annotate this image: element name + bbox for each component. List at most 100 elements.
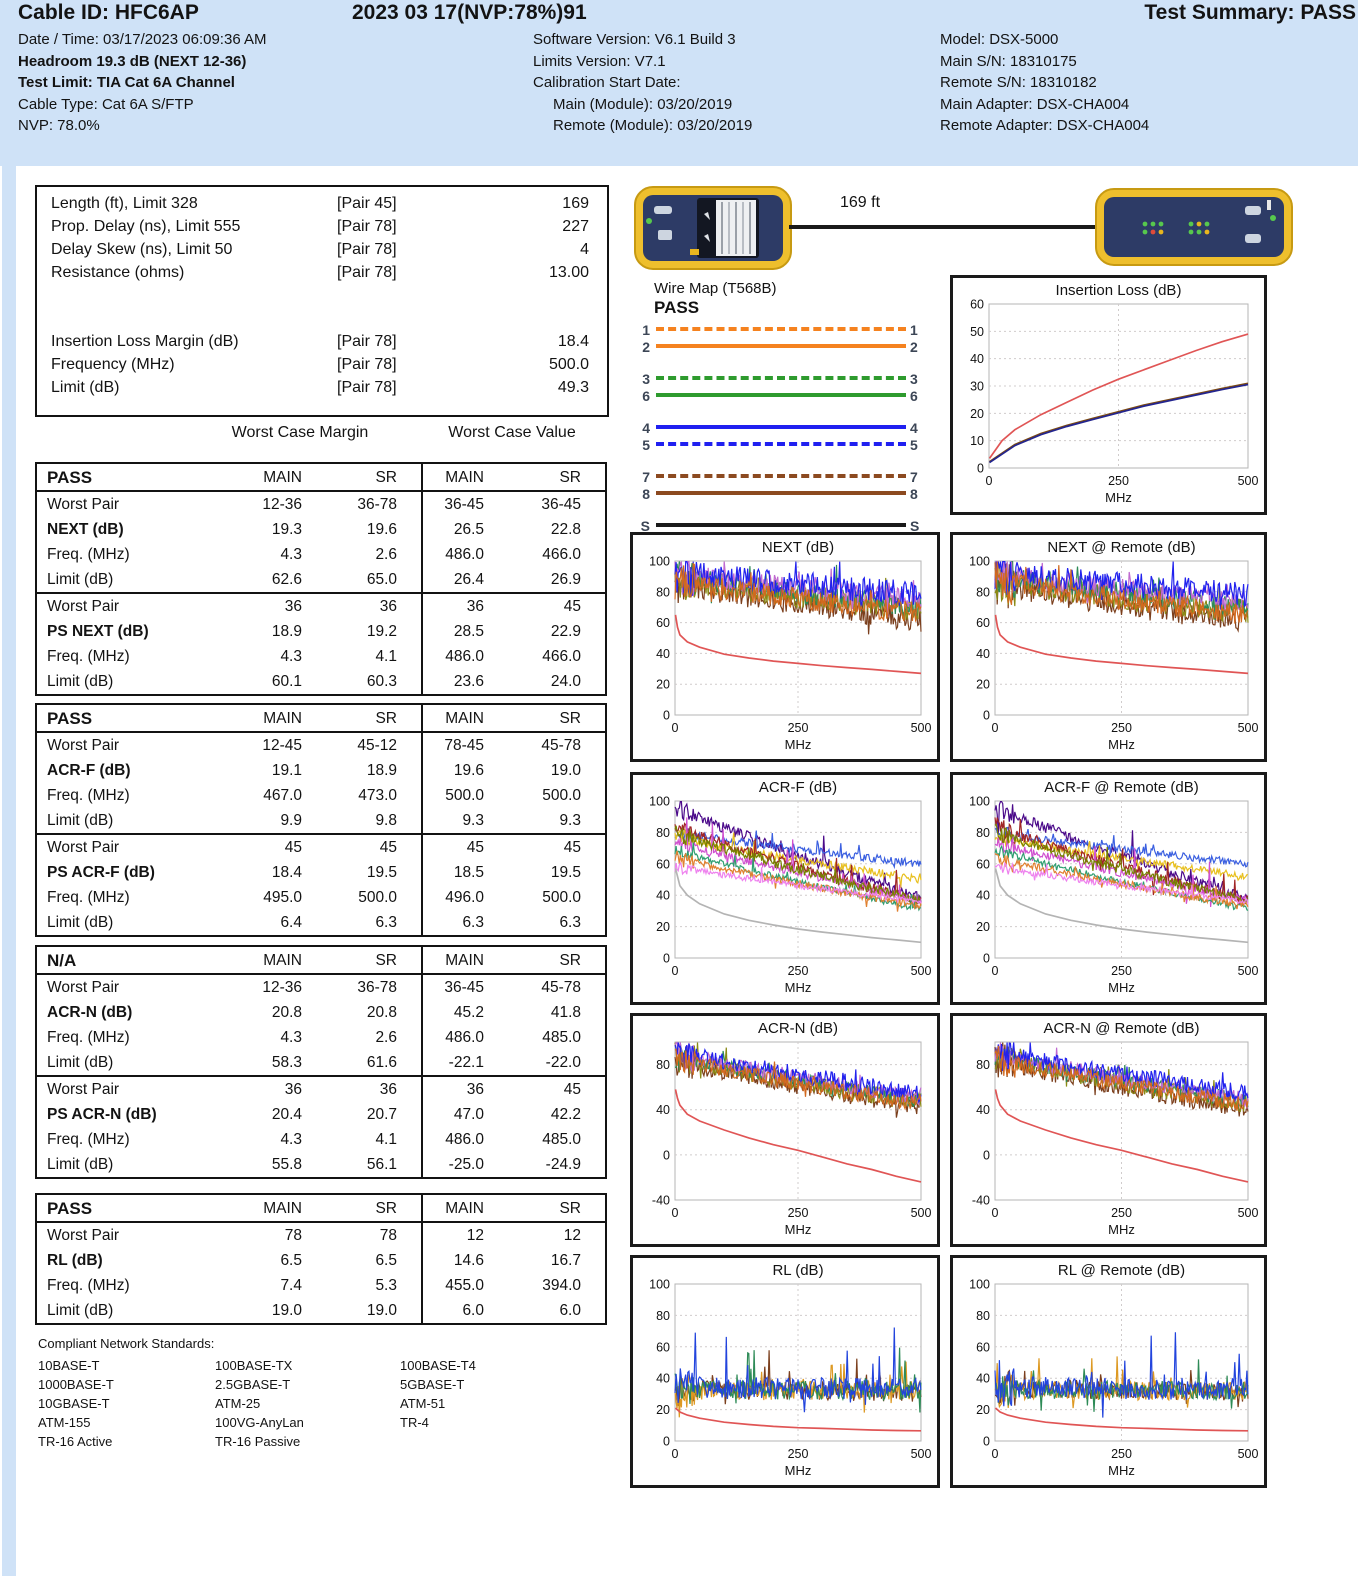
- table-row: Freq. (MHz) 467.0 473.0 500.0 500.0: [36, 783, 606, 808]
- table-cell: 60.3: [366, 673, 397, 690]
- table-cell: 20.8: [271, 1004, 302, 1021]
- table-cell: 45-78: [541, 979, 581, 996]
- summary-value: 500.0: [548, 356, 589, 373]
- table-cell: 4.1: [375, 1131, 397, 1148]
- table-cell: 9.9: [280, 812, 302, 829]
- wire-pin-label: S: [910, 518, 920, 534]
- standard-item: ATM-25: [215, 1396, 261, 1411]
- table-cell: 19.2: [366, 623, 397, 640]
- table-cell: 486.0: [421, 542, 508, 567]
- link-cable-line: [789, 225, 1095, 229]
- table-row: Worst Pair 36 36 36 45: [36, 1075, 606, 1102]
- table-cell: 500.0: [358, 889, 397, 906]
- table-header-row: N/A MAIN SR MAIN SR: [36, 946, 606, 975]
- table-row: NEXT (dB) 19.3 19.6 26.5 22.8: [36, 517, 606, 542]
- table-col-header: SR: [326, 1194, 422, 1223]
- wire-pin-label: 6: [910, 388, 918, 404]
- summary-row: Frequency (MHz) [Pair 78] 500.0: [37, 356, 607, 379]
- table-row: Freq. (MHz) 4.3 2.6 486.0 485.0: [36, 1025, 606, 1050]
- table-cell: 78: [284, 1227, 302, 1244]
- table-cell: 45: [508, 1075, 606, 1102]
- svg-text:40: 40: [656, 647, 670, 661]
- table-cell: -22.1: [421, 1050, 508, 1076]
- svg-text:40: 40: [656, 1103, 670, 1117]
- table-cell: 12-36: [262, 979, 302, 996]
- svg-text:100: 100: [649, 555, 670, 569]
- chart-title: NEXT (dB): [762, 539, 834, 556]
- table-status: PASS: [36, 1194, 238, 1223]
- svg-text:0: 0: [992, 721, 999, 735]
- svg-text:80: 80: [656, 826, 670, 840]
- svg-text:40: 40: [970, 352, 984, 366]
- svg-text:500: 500: [1238, 721, 1259, 735]
- wire-map-title: Wire Map (T568B): [654, 280, 777, 297]
- table-cell: ACR-F (dB): [47, 762, 131, 779]
- table-cell: 62.6: [271, 571, 302, 588]
- table-cell: 45-12: [357, 737, 397, 754]
- svg-text:40: 40: [976, 1372, 990, 1386]
- table-cell: 5.3: [375, 1277, 397, 1294]
- limit-line: [674, 868, 922, 944]
- limit-line: [994, 1407, 1249, 1432]
- table-cell: Limit (dB): [47, 673, 114, 690]
- svg-text:250: 250: [1111, 721, 1132, 735]
- chart-x-axis-label: MHz: [1108, 980, 1135, 995]
- table-cell: -22.0: [545, 1054, 581, 1071]
- svg-text:20: 20: [656, 678, 670, 692]
- measurement-traces: [994, 1332, 1249, 1418]
- table-cell: 19.0: [366, 1302, 397, 1319]
- table-cell: 485.0: [542, 1029, 581, 1046]
- limit-line: [988, 333, 1249, 459]
- table-cell: Freq. (MHz): [47, 1029, 130, 1046]
- summary-pair: [Pair 78]: [337, 356, 397, 373]
- svg-text:0: 0: [672, 1447, 679, 1461]
- table-cell: 2.6: [375, 546, 397, 563]
- chart-canvas: ACR-F @ Remote (dB) 0 20 40 60 80 100 0 250 500 MH…: [969, 779, 1258, 995]
- table-cell: PS NEXT (dB): [47, 623, 149, 640]
- table-cell: 45: [421, 833, 508, 860]
- table-cell: Limit (dB): [47, 914, 114, 931]
- table-cell: 26.5: [421, 517, 508, 542]
- table-cell: 4.3: [280, 1029, 302, 1046]
- table-row: Freq. (MHz) 4.3 2.6 486.0 466.0: [36, 542, 606, 567]
- standard-item: ATM-155: [38, 1415, 91, 1430]
- chart-x-axis-label: MHz: [785, 1222, 812, 1237]
- table-status: PASS: [36, 463, 238, 492]
- chart-x-axis-label: MHz: [1105, 490, 1132, 505]
- standard-item: TR-16 Active: [38, 1434, 113, 1449]
- measurement-traces: [994, 801, 1249, 912]
- table-col-header: SR: [326, 946, 422, 975]
- table-cell: 9.3: [421, 808, 508, 834]
- wire-pin-label: 4: [642, 420, 650, 436]
- wire-pin-label: 8: [910, 486, 918, 502]
- table-row: RL (dB) 6.5 6.5 14.6 16.7: [36, 1248, 606, 1273]
- svg-text:500: 500: [1238, 1447, 1259, 1461]
- table-cell: 4.3: [280, 1131, 302, 1148]
- table-cell: Freq. (MHz): [47, 889, 130, 906]
- page-left-margin-strip: [2, 166, 16, 1576]
- table-col-header: MAIN: [238, 704, 326, 733]
- compliant-standards-title: Compliant Network Standards:: [38, 1336, 215, 1351]
- header-line: Date / Time: 03/17/2023 06:09:36 AM: [18, 31, 267, 48]
- table-cell: 19.5: [550, 864, 581, 881]
- svg-text:500: 500: [911, 1206, 932, 1220]
- table-status: N/A: [36, 946, 238, 975]
- summary-label: Prop. Delay (ns), Limit 555: [51, 218, 241, 235]
- table-cell: 9.8: [375, 812, 397, 829]
- table-cell: 23.6: [421, 669, 508, 695]
- svg-text:40: 40: [656, 1372, 670, 1386]
- table-cell: 19.6: [366, 521, 397, 538]
- summary-label: Delay Skew (ns), Limit 50: [51, 241, 233, 258]
- summary-row: Length (ft), Limit 328 [Pair 45] 169: [37, 195, 607, 218]
- table-cell: 22.8: [550, 521, 581, 538]
- wire-pin-label: 3: [642, 371, 650, 387]
- wire-pin-label: 4: [910, 420, 918, 436]
- chart-canvas: NEXT @ Remote (dB) 0 20 40 60 80 100 0 250 500 MHz: [969, 539, 1259, 752]
- measurement-traces: [674, 801, 922, 912]
- svg-text:60: 60: [656, 1340, 670, 1354]
- wire-pin-label: 6: [642, 388, 650, 404]
- table-col-header: MAIN: [238, 463, 326, 492]
- header-line: Cable Type: Cat 6A S/FTP: [18, 95, 194, 113]
- table-cell: 2.6: [375, 1029, 397, 1046]
